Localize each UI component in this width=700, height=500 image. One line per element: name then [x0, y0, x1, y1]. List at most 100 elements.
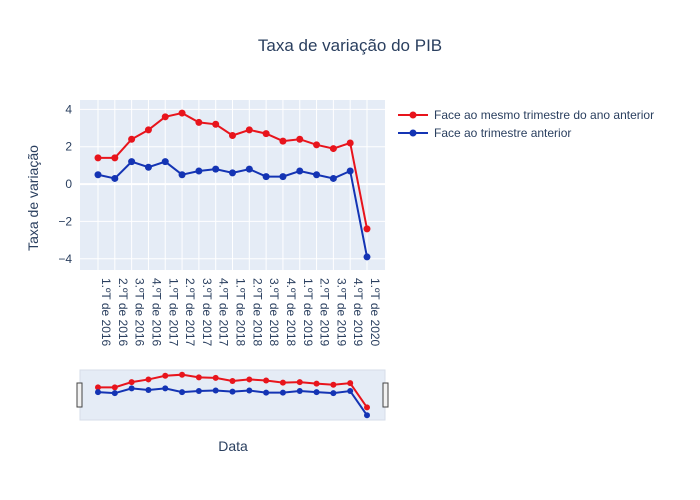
data-point[interactable] [262, 130, 270, 138]
data-point[interactable] [346, 167, 354, 175]
legend-label: Face ao mesmo trimestre do ano anterior [434, 108, 654, 122]
x-tick-label: 1.ºT de 2019 [301, 278, 315, 347]
range-slider-left-handle[interactable] [76, 382, 83, 408]
x-tick-label: 3.ºT de 2016 [133, 278, 147, 347]
data-point[interactable] [363, 225, 371, 233]
data-point[interactable] [329, 174, 337, 182]
x-tick-label: 4.ºT de 2017 [217, 278, 231, 347]
range-slider[interactable] [79, 369, 386, 421]
series-lines [94, 109, 371, 261]
legend-item[interactable]: Face ao mesmo trimestre do ano anterior [398, 108, 654, 122]
data-point[interactable] [313, 171, 321, 179]
slider-data-point [229, 388, 236, 395]
data-point[interactable] [195, 118, 203, 126]
x-tick-label: 1.ºT de 2020 [368, 278, 382, 347]
slider-data-point [229, 378, 236, 385]
slider-data-point [145, 376, 152, 383]
data-point[interactable] [212, 120, 220, 128]
slider-data-point [364, 412, 370, 419]
y-tick-label: 0 [65, 177, 72, 191]
slider-data-point [330, 381, 337, 388]
slider-data-point [128, 385, 135, 392]
slider-data-point [246, 376, 253, 383]
legend[interactable]: Face ao mesmo trimestre do ano anterior F… [398, 108, 654, 140]
slider-data-point [95, 389, 101, 396]
x-tick-label: 2.ºT de 2018 [250, 278, 264, 347]
slider-data-point [313, 389, 320, 396]
slider-data-point [95, 384, 101, 391]
data-point[interactable] [262, 173, 270, 181]
x-tick-label: 2.ºT de 2019 [318, 278, 332, 347]
data-point[interactable] [296, 167, 304, 175]
slider-data-point [263, 377, 270, 384]
data-point[interactable] [128, 135, 136, 143]
x-tick-label: 1.ºT de 2017 [166, 278, 180, 347]
x-tick-label: 1.ºT de 2018 [234, 278, 248, 347]
slider-data-point [263, 389, 270, 396]
slider-data-point [111, 384, 118, 391]
legend-item[interactable]: Face ao trimestre anterior [398, 126, 571, 140]
x-axis-ticks: 1.ºT de 2016 2.ºT de 2016 3.ºT de 2016 4.ºT… [99, 278, 382, 347]
data-point[interactable] [128, 158, 136, 166]
x-tick-label: 4.ºT de 2019 [351, 278, 365, 347]
slider-data-point [128, 379, 135, 386]
chart-title: Taxa de variação do PIB [258, 36, 442, 55]
data-point[interactable] [144, 163, 152, 171]
slider-data-point [296, 388, 303, 395]
data-point[interactable] [346, 139, 354, 147]
data-point[interactable] [111, 174, 119, 182]
x-tick-label: 2.ºT de 2016 [116, 278, 130, 347]
slider-data-point [179, 371, 186, 378]
y-tick-label: 4 [65, 102, 72, 116]
y-tick-label: −4 [58, 252, 72, 266]
x-tick-label: 3.ºT de 2019 [334, 278, 348, 347]
slider-data-point [330, 390, 337, 397]
legend-swatch-marker [409, 129, 417, 137]
data-point[interactable] [229, 131, 236, 139]
data-point[interactable] [94, 154, 102, 162]
x-tick-label: 4.ºT de 2016 [149, 278, 163, 347]
y-axis-title: Taxa de variação [25, 145, 41, 251]
slider-data-point [212, 387, 219, 394]
data-point[interactable] [296, 135, 304, 143]
slider-data-point [347, 388, 354, 395]
data-point[interactable] [161, 158, 169, 166]
range-slider-preview [95, 371, 370, 419]
data-point[interactable] [329, 145, 337, 153]
slider-data-point [279, 389, 286, 396]
data-point[interactable] [279, 173, 287, 181]
data-point[interactable] [363, 253, 371, 261]
data-point[interactable] [178, 109, 186, 117]
data-point[interactable] [161, 113, 169, 121]
y-tick-label: −2 [58, 214, 72, 228]
slider-data-point [195, 374, 202, 381]
x-tick-label: 3.ºT de 2018 [267, 278, 281, 347]
data-point[interactable] [94, 171, 102, 179]
data-point[interactable] [245, 126, 253, 134]
slider-data-point [279, 379, 286, 386]
data-point[interactable] [144, 126, 152, 134]
slider-data-point [212, 374, 219, 381]
data-point[interactable] [313, 141, 321, 149]
data-point[interactable] [111, 154, 119, 162]
x-tick-label: 3.ºT de 2017 [200, 278, 214, 347]
slider-data-point [364, 404, 370, 411]
slider-data-point [347, 380, 354, 387]
slider-data-point [145, 386, 152, 393]
x-tick-label: 1.ºT de 2016 [99, 278, 113, 347]
data-point[interactable] [245, 165, 253, 173]
range-slider-right-handle[interactable] [382, 382, 389, 408]
y-axis-ticks: −4 −2 0 2 4 [58, 102, 72, 265]
data-point[interactable] [229, 169, 236, 177]
data-point[interactable] [279, 137, 287, 145]
slider-data-point [179, 389, 186, 396]
x-tick-label: 2.ºT de 2017 [183, 278, 197, 347]
data-point[interactable] [212, 165, 220, 173]
data-point[interactable] [195, 167, 203, 175]
slider-data-point [195, 388, 202, 395]
data-point[interactable] [178, 171, 186, 179]
slider-data-point [162, 385, 169, 392]
slider-data-point [246, 387, 253, 394]
